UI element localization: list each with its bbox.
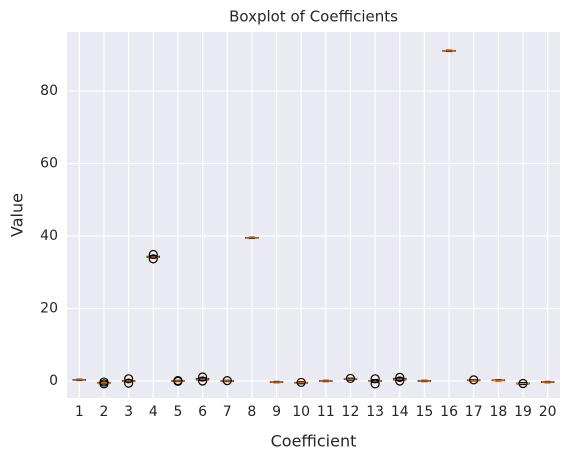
x-tick-label: 19 [514,404,532,420]
outlier [197,372,208,382]
outlier [124,378,134,388]
plot-background [67,32,560,398]
x-tick-label: 5 [173,404,182,420]
x-tick-label: 8 [247,404,256,420]
x-axis-label: Coefficient [271,432,357,451]
y-tick-label: 40 [40,228,58,244]
y-tick-label: 0 [49,373,58,389]
outlier [173,376,183,386]
x-tick-label: 11 [317,404,335,420]
x-tick-label: 3 [124,404,133,420]
outlier [197,376,208,386]
outlier [345,373,356,384]
outlier [148,254,158,264]
x-tick-label: 2 [100,404,109,420]
x-tick-label: 4 [149,404,158,420]
y-axis-label: Value [8,193,27,237]
x-tick-label: 7 [223,404,232,420]
chart-title: Boxplot of Coefficients [229,8,398,26]
outlier [148,249,158,260]
x-tick-label: 10 [292,404,310,420]
y-tick-label: 60 [40,156,58,172]
outlier [124,374,134,384]
x-tick-label: 9 [272,404,281,420]
outlier [370,374,380,384]
outlier [518,378,528,389]
outlier [222,376,232,386]
x-tick-label: 15 [416,404,434,420]
x-tick-label: 16 [440,404,458,420]
y-tick-label: 80 [40,83,58,99]
x-tick-label: 18 [489,404,507,420]
x-tick-label: 17 [465,404,483,420]
outlier [469,375,479,385]
x-tick-label: 1 [75,404,84,420]
y-tick-label: 20 [40,300,58,316]
x-tick-label: 14 [391,404,409,420]
x-tick-label: 13 [366,404,384,420]
outlier [395,376,405,386]
x-tick-label: 20 [539,404,557,420]
x-tick-label: 6 [198,404,207,420]
outlier [395,372,405,382]
x-tick-label: 12 [342,404,360,420]
outlier [370,379,380,389]
outlier [99,379,109,389]
outlier [296,377,306,388]
